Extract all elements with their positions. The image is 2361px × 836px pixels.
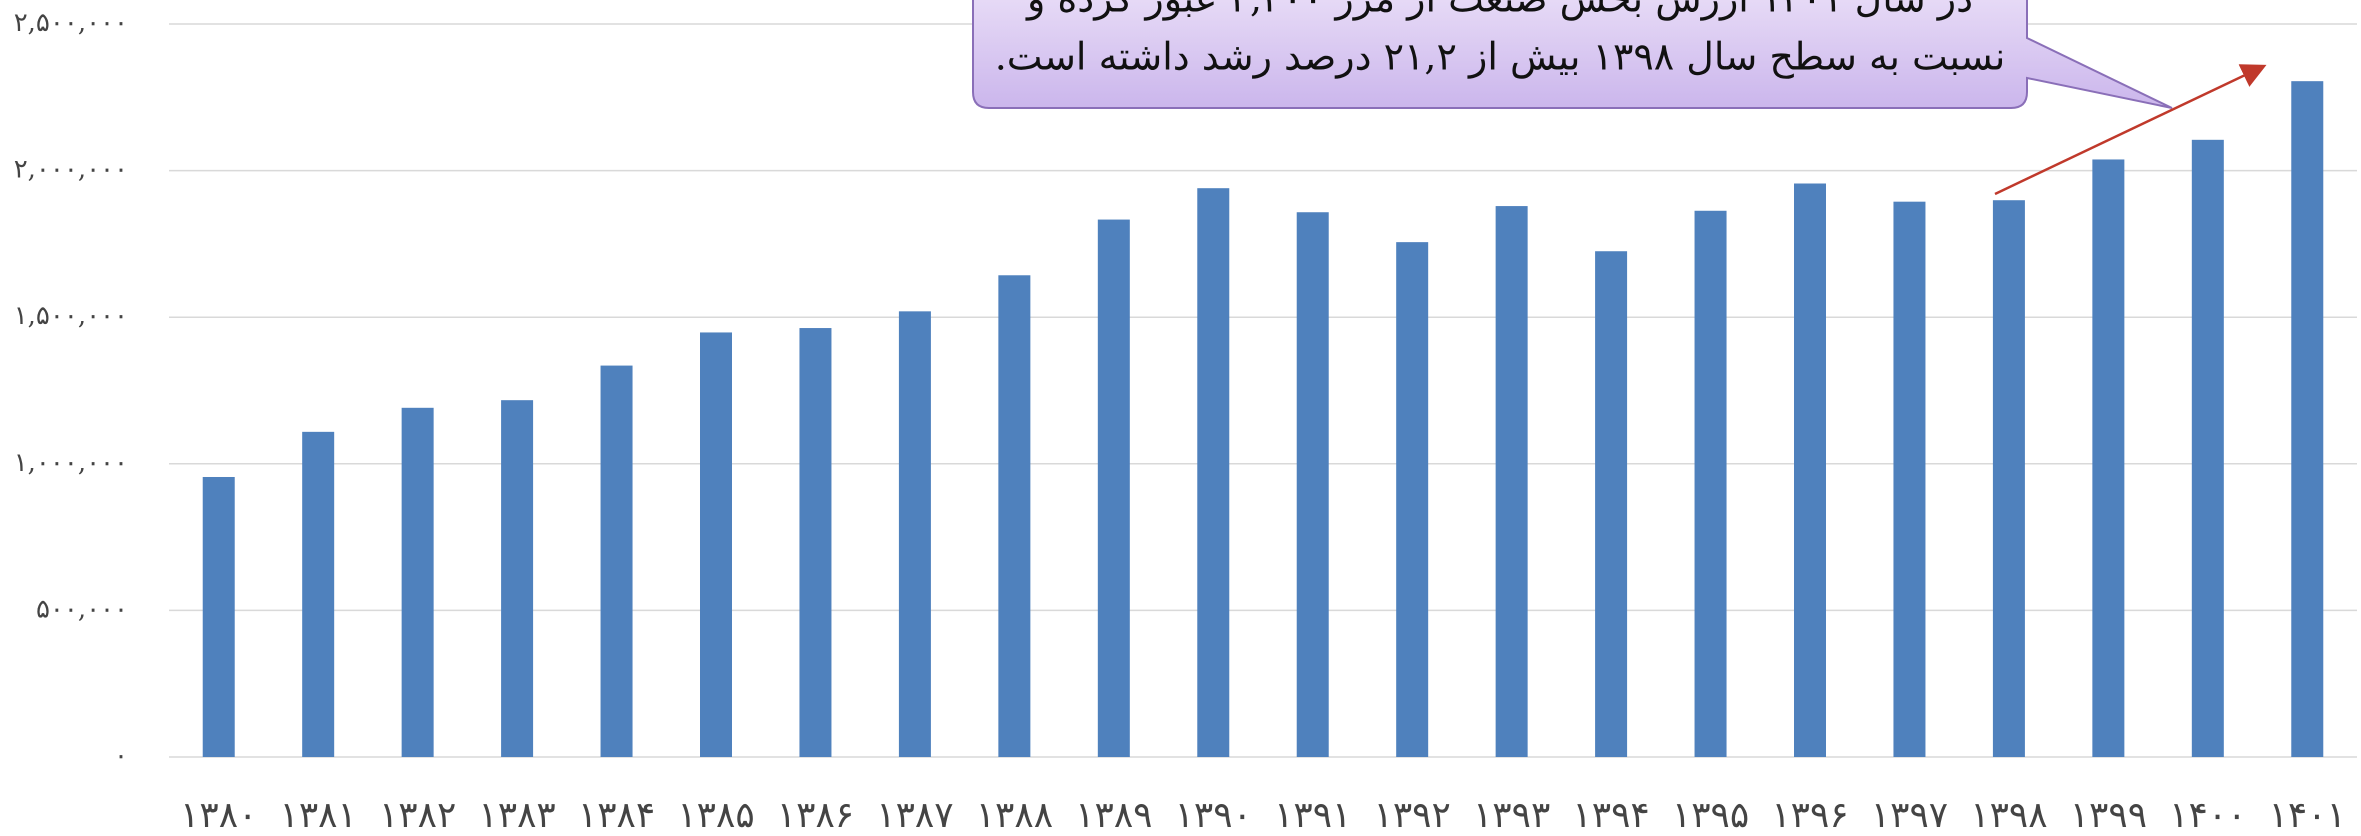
x-tick-label: ۱۳۹۷ xyxy=(1871,795,1948,836)
x-tick-label: ۱۳۸۹ xyxy=(1075,795,1152,836)
bar xyxy=(1794,183,1826,757)
y-tick-label: ۲,۵۰۰,۰۰۰ xyxy=(14,8,128,38)
x-tick-label: ۱۳۹۰ xyxy=(1175,795,1252,836)
x-tick-label: ۱۴۰۱ xyxy=(2269,795,2346,836)
y-tick-label: ۱,۵۰۰,۰۰۰ xyxy=(14,301,128,331)
x-tick-label: ۱۳۹۸ xyxy=(1970,795,2047,836)
y-tick-label: ۲,۰۰۰,۰۰۰ xyxy=(14,155,128,185)
bar xyxy=(1097,219,1130,758)
y-tick-label: ۰ xyxy=(114,741,128,771)
bar xyxy=(401,407,434,757)
x-tick-label: ۱۴۰۰ xyxy=(2169,795,2246,836)
bar xyxy=(898,311,931,757)
bar xyxy=(600,365,633,757)
x-tick-label: ۱۳۹۵ xyxy=(1672,795,1749,836)
bar xyxy=(1694,210,1727,757)
x-tick-label: ۱۳۹۹ xyxy=(2070,795,2147,836)
y-tick-label: ۱,۰۰۰,۰۰۰ xyxy=(14,448,128,478)
bar xyxy=(1893,201,1926,757)
callout xyxy=(972,0,2173,109)
bar xyxy=(2092,159,2125,758)
bar xyxy=(2191,139,2224,758)
x-tick-label: ۱۳۹۳ xyxy=(1473,795,1550,836)
bar xyxy=(1495,206,1528,757)
y-tick-label: ۵۰۰,۰۰۰ xyxy=(36,594,128,624)
callout-line: در سال ۱۴۰۱ ارزش بخش صنعت از مرز ۲,۳۰۰ ع… xyxy=(1025,0,1973,22)
bar xyxy=(501,400,534,757)
trend-arrow xyxy=(1994,64,2267,196)
x-tick-label: ۱۳۸۳ xyxy=(478,795,555,836)
bar xyxy=(202,476,235,757)
bar xyxy=(2291,81,2324,757)
bar xyxy=(1396,242,1429,757)
callout-line: نسبت به سطح سال ۱۳۹۸ بیش از ۲۱,۲ درصد رش… xyxy=(995,35,2006,80)
x-tick-label: ۱۳۸۱ xyxy=(280,795,357,836)
x-tick-label: ۱۳۸۲ xyxy=(379,795,456,836)
bar xyxy=(1595,251,1628,758)
bar xyxy=(1992,200,2025,757)
x-tick-label: ۱۳۸۰ xyxy=(180,795,257,836)
bar xyxy=(1197,188,1230,757)
bar xyxy=(1296,212,1329,758)
x-tick-label: ۱۳۸۴ xyxy=(578,795,655,836)
x-tick-label: ۱۳۸۶ xyxy=(777,795,854,836)
bar xyxy=(799,328,832,757)
x-tick-label: ۱۳۸۸ xyxy=(976,795,1053,836)
bar xyxy=(302,431,335,757)
bar xyxy=(700,332,732,757)
x-tick-label: ۱۳۹۲ xyxy=(1374,795,1451,836)
x-tick-label: ۱۳۸۷ xyxy=(876,795,953,836)
x-tick-label: ۱۳۹۴ xyxy=(1572,795,1649,836)
x-tick-label: ۱۳۸۵ xyxy=(677,795,754,836)
x-tick-label: ۱۳۹۱ xyxy=(1274,795,1351,836)
x-tick-label: ۱۳۹۶ xyxy=(1771,795,1848,836)
bar xyxy=(998,275,1031,757)
